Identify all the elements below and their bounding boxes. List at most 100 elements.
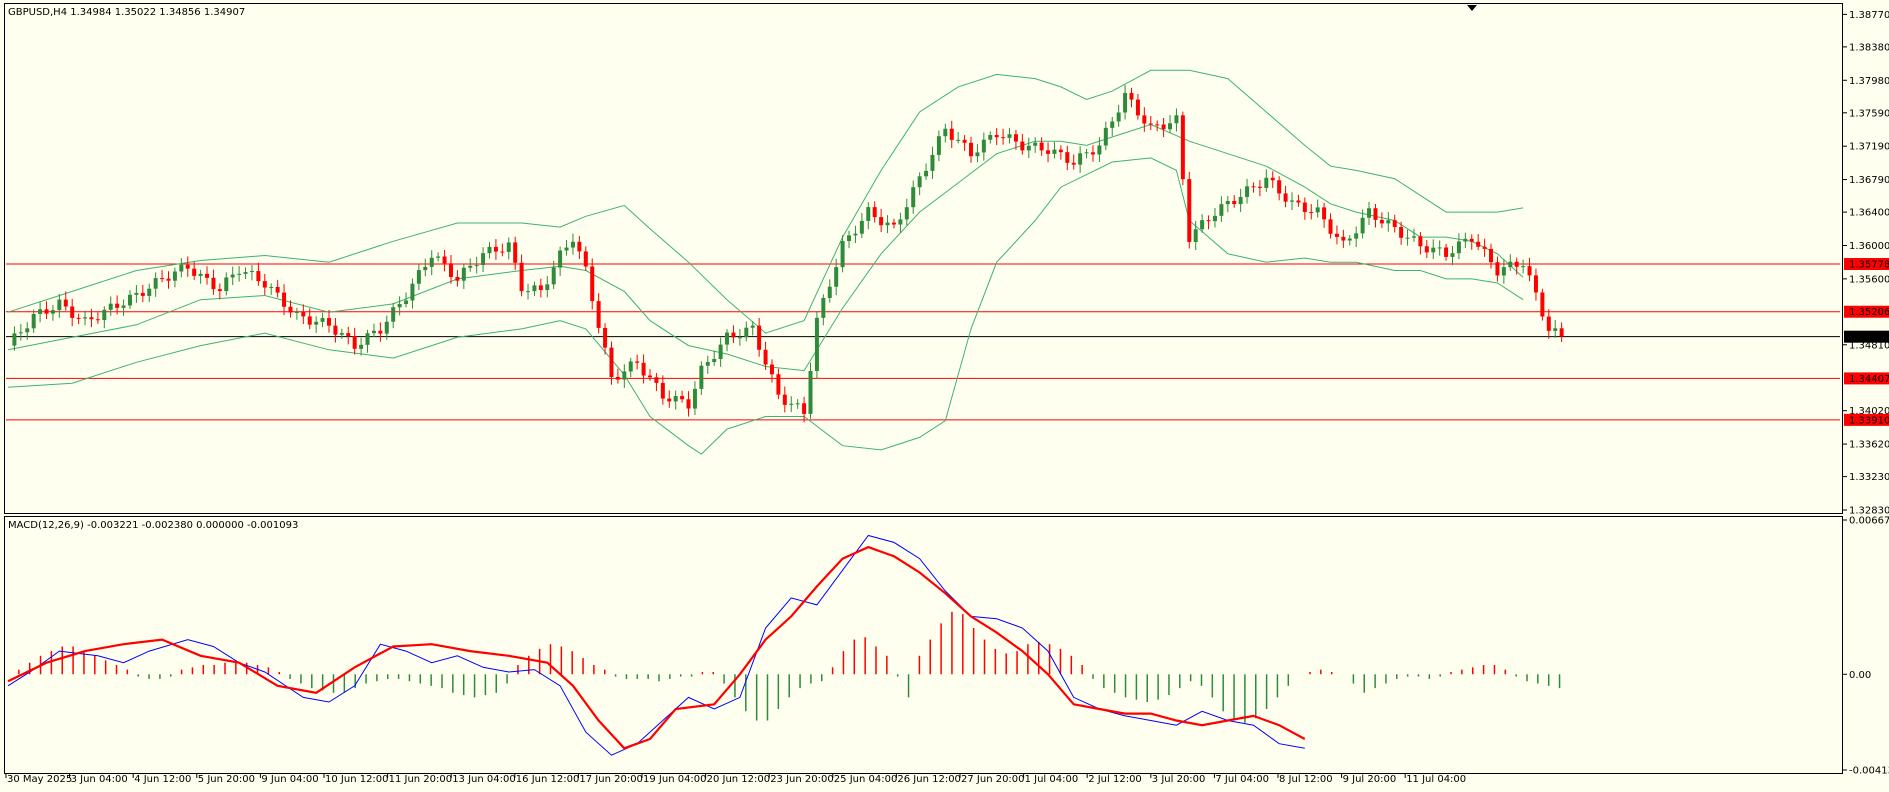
candle-body [1290, 200, 1294, 202]
candle-body [853, 233, 858, 236]
candle-body [988, 135, 993, 140]
candle-body [1508, 261, 1513, 268]
time-axis-label: 1 Jul 04:00 [1025, 774, 1079, 785]
time-axis-label: 9 Jun 04:00 [261, 774, 318, 785]
candle-body [436, 256, 441, 258]
candle-body [943, 128, 948, 137]
candle-body [570, 241, 575, 248]
candle-body [378, 330, 383, 334]
time-axis-label: 5 Jun 20:00 [198, 774, 255, 785]
candle-body [57, 299, 62, 311]
candle-body [1065, 152, 1070, 163]
time-axis-label: 26 Jun 12:00 [897, 774, 961, 785]
candle-body [1270, 177, 1275, 181]
candle-body [1277, 180, 1282, 194]
candle-body [847, 235, 852, 242]
price-axis-label: 1.34810 [1849, 340, 1889, 351]
level-price-label: 1.35778 [1849, 260, 1889, 271]
candle-body [1463, 238, 1468, 242]
current-price-label: 1.34907 [1849, 332, 1889, 343]
candle-body [1058, 149, 1063, 153]
candle-body [705, 362, 710, 366]
bollinger-lower-band [7, 157, 1524, 455]
candle-body [1533, 275, 1538, 293]
candle-body [115, 303, 120, 308]
candle-body [1103, 127, 1108, 146]
candle-body [628, 361, 633, 372]
candle-body [1052, 149, 1057, 154]
candle-body [949, 128, 954, 140]
candle-body [1521, 266, 1526, 268]
candle-body [371, 330, 376, 334]
candle-body [500, 251, 505, 253]
candle-body [1418, 236, 1423, 247]
candle-body [673, 396, 678, 402]
candle-body [1482, 246, 1487, 249]
level-price-label: 1.34407 [1849, 374, 1889, 385]
candle-body [179, 264, 184, 272]
candle-body [506, 242, 511, 252]
price-axis-label: 1.36400 [1849, 208, 1889, 219]
time-axis-label: 23 Jun 20:00 [770, 774, 834, 785]
candle-body [185, 264, 190, 269]
candle-body [538, 285, 543, 291]
candle-body [1193, 229, 1198, 243]
candle-body [1257, 186, 1262, 188]
candle-body [513, 242, 518, 263]
macd-panel-frame[interactable] [4, 516, 1843, 774]
candle-body [776, 374, 781, 395]
level-price-badge [1844, 413, 1889, 426]
candle-body [1437, 247, 1442, 249]
candle-body [744, 327, 749, 338]
candle-body [384, 321, 389, 334]
candle-body [1405, 237, 1410, 239]
candle-body [147, 288, 152, 296]
price-axis-label: 1.33230 [1849, 472, 1889, 483]
candle-body [558, 250, 563, 268]
level-price-badge [1844, 372, 1889, 385]
candle-body [1450, 253, 1455, 257]
time-axis-label: 17 Jun 20:00 [579, 774, 643, 785]
candle-body [205, 273, 210, 278]
candle-body [808, 371, 813, 414]
candle-body [1129, 92, 1134, 100]
candle-body [211, 277, 216, 290]
candle-body [346, 333, 351, 337]
candle-body [660, 382, 665, 399]
chart-shift-marker-icon[interactable] [1467, 5, 1477, 11]
price-panel-frame[interactable] [4, 3, 1843, 514]
candle-body [25, 328, 30, 333]
candle-body [224, 277, 229, 292]
candle-body [1046, 150, 1051, 154]
axis-layer: 1.38770 1.38380 1.37980 1.37590 1.37190 1.367… [5, 10, 1889, 785]
candle-body [962, 139, 967, 143]
candle-body [712, 358, 717, 363]
candle-body [314, 321, 319, 325]
candle-body [1026, 145, 1031, 151]
candle-body [102, 309, 107, 321]
candle-body [1110, 121, 1115, 128]
price-axis-label: 1.37190 [1849, 142, 1889, 153]
candle-body [526, 291, 531, 293]
candle-body [654, 377, 659, 383]
candle-body [1444, 247, 1449, 257]
time-axis-label: 11 Jul 04:00 [1406, 774, 1466, 785]
candle-body [821, 297, 826, 318]
candle-body [641, 362, 646, 376]
time-axis-label: 13 Jun 04:00 [452, 774, 516, 785]
candle-body [1116, 112, 1121, 122]
candle-body [1232, 201, 1237, 205]
candle-body [911, 187, 916, 208]
candle-body [609, 347, 614, 377]
macd-info-label: MACD(12,26,9) -0.003221 -0.002380 0.0000… [8, 520, 298, 531]
symbol-info-label: GBPUSD,H4 1.34984 1.35022 1.34856 1.3490… [8, 7, 245, 18]
candle-body [365, 333, 370, 345]
time-axis-label: 3 Jun 04:00 [71, 774, 128, 785]
candle-body [397, 304, 402, 308]
time-axis-label: 19 Jun 04:00 [643, 774, 707, 785]
candle-body [1341, 236, 1346, 241]
candle-body [615, 376, 620, 380]
candle-body [127, 294, 132, 306]
candle-body [891, 222, 896, 225]
